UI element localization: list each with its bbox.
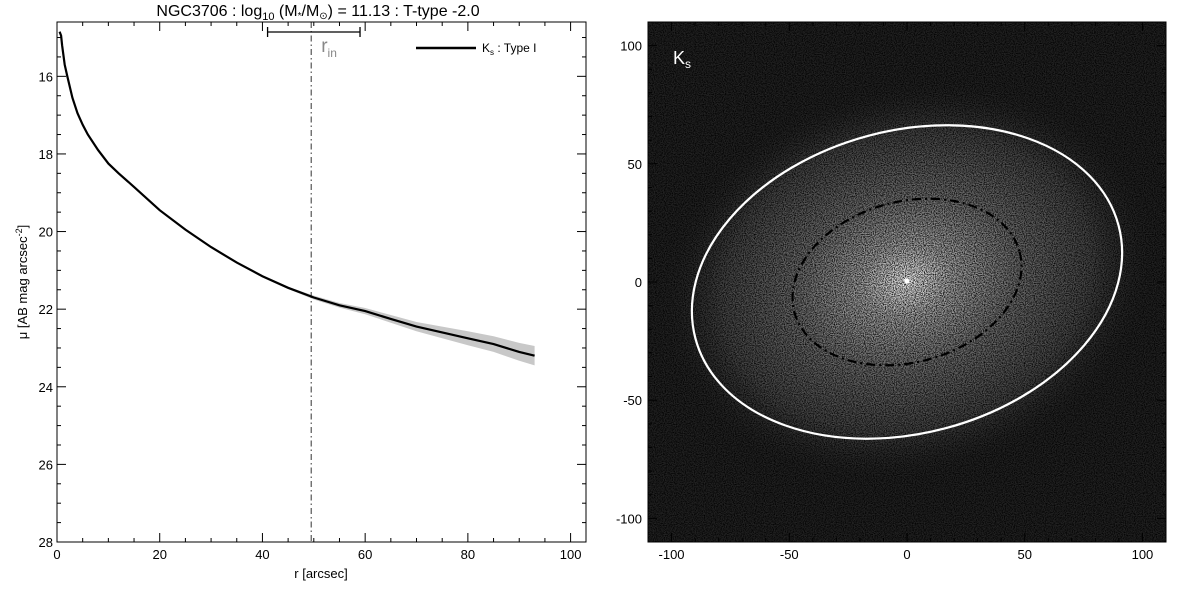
r-in-bracket: [266, 27, 361, 37]
r-in-label: rin: [321, 36, 337, 60]
y-tick-label: 26: [39, 457, 53, 472]
left-plot-frame: [56, 21, 587, 543]
y-tick-label: 24: [39, 380, 53, 395]
y-tick-label: 22: [39, 302, 53, 317]
profile-line: [58, 31, 535, 357]
legend-label: Ks : Type I: [482, 41, 536, 57]
x-tick-label: -50: [780, 547, 799, 562]
x-tick-label: 0: [53, 547, 60, 562]
x-tick-label: 40: [255, 547, 269, 562]
x-tick-label: 20: [152, 547, 166, 562]
y-tick-label: 0: [635, 275, 642, 290]
y-axis-label: μ [AB mag arcsec-2]: [14, 225, 30, 340]
chart-title: NGC3706 : log10 (M*/M⊙) = 11.13 : T-type…: [156, 3, 479, 23]
band-label: Ks: [673, 48, 691, 71]
x-tick-label: 50: [1017, 547, 1031, 562]
profile-chart: NGC3706 : log10 (M*/M⊙) = 11.13 : T-type…: [14, 3, 587, 581]
y-tick-label: 20: [39, 225, 53, 240]
image-panel: -100 -50 0 50 100 100 50 0 -50 -100 Ks: [616, 21, 1167, 562]
galaxy-core: [904, 278, 910, 284]
left-axis-ticks: 0 20 40 60 80 100 16 18 20 22 24 26 28: [39, 22, 586, 562]
y-tick-label: 100: [620, 39, 642, 54]
outer-ellipse: [690, 124, 1124, 440]
uncertainty-band: [59, 31, 535, 366]
right-plot-frame: [647, 21, 1167, 543]
x-tick-label: 60: [358, 547, 372, 562]
y-tick-label: -50: [623, 393, 642, 408]
x-axis-label: r [arcsec]: [294, 566, 347, 581]
right-axis-ticks: -100 -50 0 50 100 100 50 0 -50 -100: [616, 21, 1167, 562]
x-tick-label: 100: [560, 547, 582, 562]
x-tick-label: 100: [1132, 547, 1154, 562]
y-tick-label: 16: [39, 69, 53, 84]
y-tick-label: 18: [39, 147, 53, 162]
x-tick-label: -100: [659, 547, 685, 562]
y-tick-label: 28: [39, 535, 53, 550]
y-tick-label: 50: [628, 157, 642, 172]
legend: Ks : Type I: [416, 41, 536, 57]
x-tick-label: 0: [903, 547, 910, 562]
inner-ellipse: [791, 197, 1023, 367]
x-tick-label: 80: [461, 547, 475, 562]
y-tick-label: -100: [616, 511, 642, 526]
